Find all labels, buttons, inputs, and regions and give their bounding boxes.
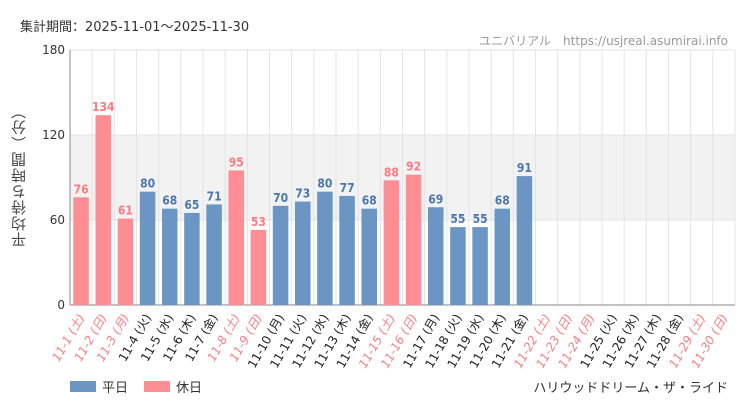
legend-item-weekday: 平日 — [70, 377, 128, 396]
bar — [472, 227, 488, 305]
bar-value-label: 95 — [229, 155, 244, 169]
bar — [494, 208, 511, 305]
bar — [139, 191, 156, 305]
bar — [383, 180, 400, 305]
bar-value-label: 88 — [384, 165, 399, 179]
legend-swatch-holiday — [144, 381, 171, 392]
bar — [427, 207, 444, 305]
bar — [184, 212, 200, 305]
bar-value-label: 134 — [92, 100, 115, 114]
bar — [516, 176, 533, 305]
y-tick-label: 180 — [42, 43, 65, 57]
bar — [450, 227, 466, 305]
y-tick-label: 0 — [57, 298, 65, 312]
bar-value-label: 71 — [207, 189, 222, 203]
bar — [161, 208, 178, 305]
bar — [95, 115, 112, 306]
legend-label-weekday: 平日 — [102, 381, 129, 396]
bar — [405, 174, 422, 305]
bar-value-label: 80 — [317, 177, 332, 191]
bar-value-label: 68 — [362, 194, 377, 208]
bar — [361, 208, 378, 305]
legend-label-holiday: 休日 — [176, 381, 203, 396]
bar-value-label: 53 — [251, 215, 266, 229]
y-tick-label: 120 — [42, 128, 65, 142]
legend: 平日 休日 — [70, 377, 202, 396]
period-label: 集計期間：2025-11-01～2025-11-30 — [20, 20, 250, 35]
bar — [294, 201, 311, 305]
bar — [272, 205, 289, 305]
bar-value-label: 68 — [495, 194, 510, 208]
bar — [317, 191, 333, 305]
legend-item-holiday: 休日 — [144, 377, 202, 396]
bar — [117, 218, 134, 305]
bar — [250, 229, 267, 305]
attraction-name: ハリウッドドリーム・ザ・ライド — [533, 381, 728, 396]
legend-swatch-weekday — [70, 381, 96, 392]
bar-value-label: 61 — [118, 204, 133, 218]
bar — [228, 170, 245, 305]
y-tick-label: 60 — [50, 213, 65, 227]
bar-value-label: 76 — [74, 182, 89, 196]
bar-value-label: 92 — [406, 160, 421, 174]
bar — [339, 195, 355, 305]
bar-value-label: 69 — [428, 192, 443, 206]
bar-value-label: 77 — [340, 181, 355, 195]
bar-value-label: 68 — [162, 194, 177, 208]
bar-value-label: 73 — [295, 187, 310, 201]
bar — [73, 197, 89, 305]
bar-value-label: 91 — [517, 161, 532, 175]
bar — [206, 204, 222, 305]
bar-value-label: 55 — [473, 212, 488, 226]
bar-value-label: 55 — [450, 212, 465, 226]
bar-value-label: 80 — [140, 177, 155, 191]
bar-value-label: 70 — [273, 191, 288, 205]
watermark: ユニバリアル https://usjreal.asumirai.info — [479, 34, 728, 48]
bar-value-label: 65 — [184, 198, 199, 212]
